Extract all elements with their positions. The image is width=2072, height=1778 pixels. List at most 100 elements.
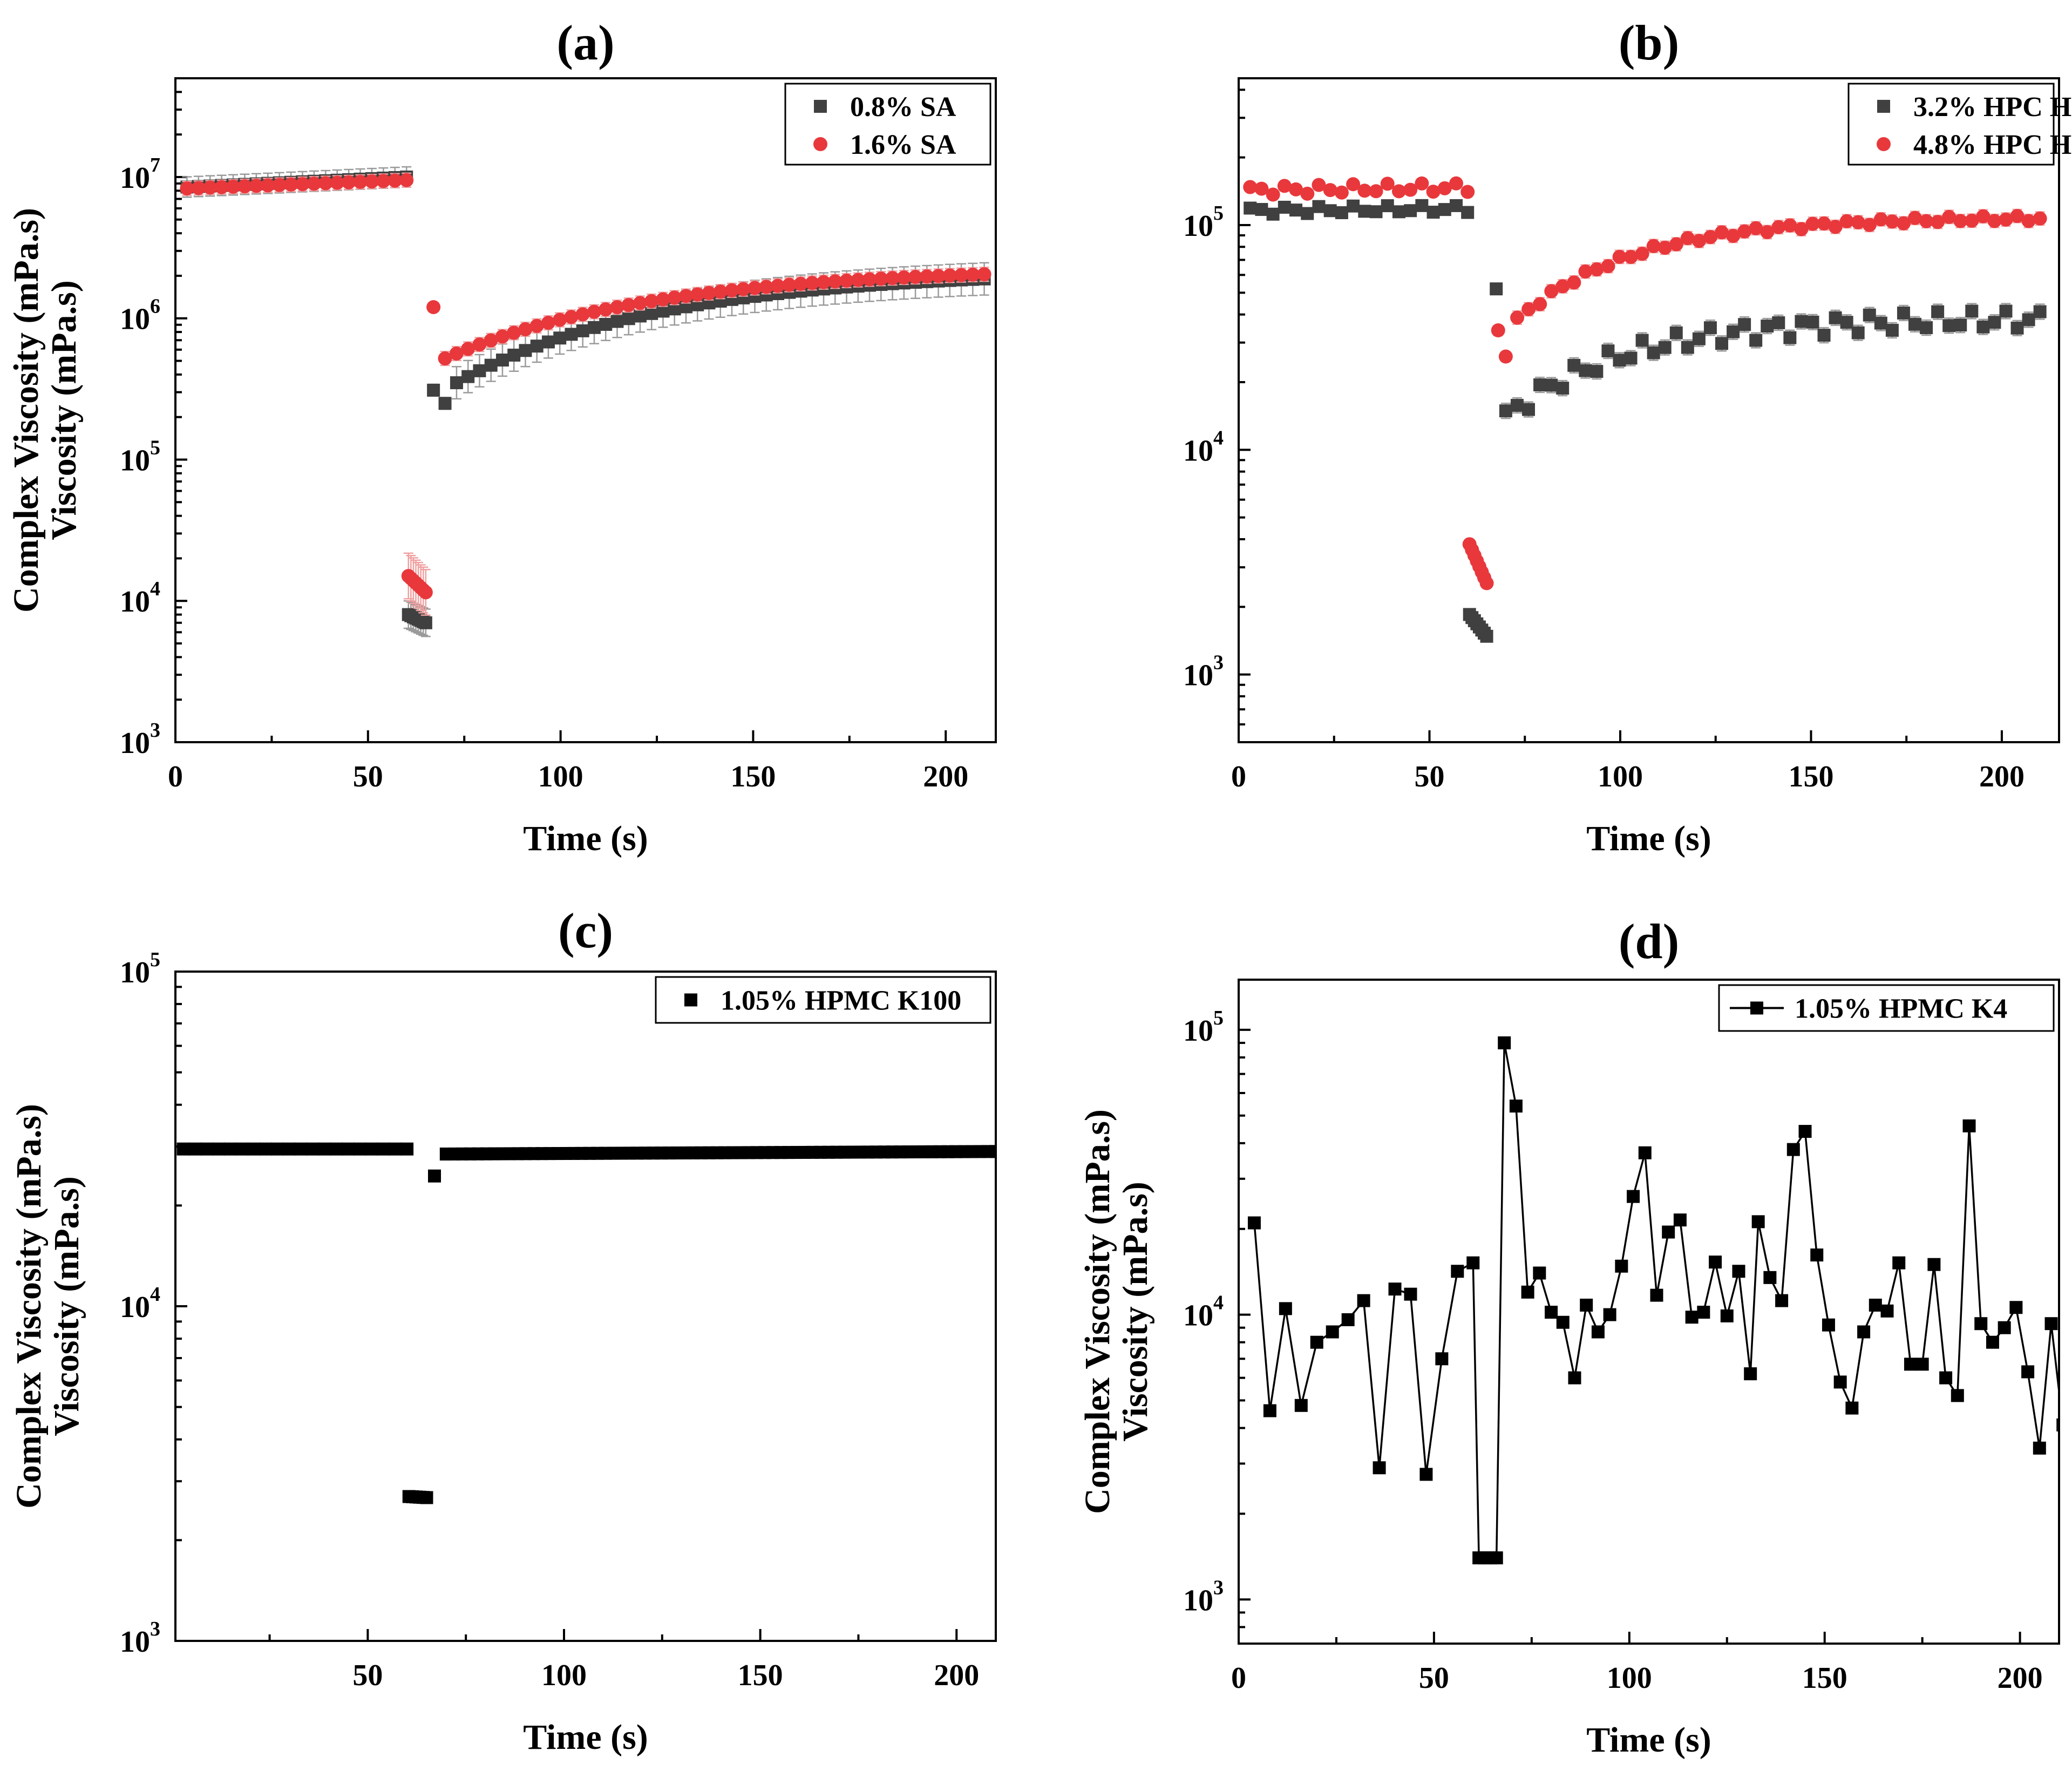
data-point [862, 272, 877, 287]
x-tick-label: 50 [353, 760, 383, 793]
data-point [1715, 225, 1729, 240]
data-point [284, 177, 298, 192]
y-tick-label: 106 [120, 295, 160, 336]
y-tick-base: 10 [1183, 1584, 1213, 1617]
data-point [1580, 1298, 1593, 1312]
data-point [1392, 205, 1405, 219]
series-0 [1244, 199, 2047, 643]
data-point [400, 1142, 414, 1156]
data-point [1555, 279, 1570, 294]
x-tick-label: 50 [1419, 1661, 1449, 1695]
data-point [353, 175, 368, 189]
data-point [1461, 206, 1475, 219]
data-point [1556, 382, 1570, 395]
data-point [223, 1142, 237, 1156]
data-point [1822, 1318, 1835, 1332]
data-point [365, 1142, 378, 1156]
data-point [1691, 234, 1706, 248]
data-point [576, 324, 589, 337]
data-point [1863, 308, 1876, 322]
data-point [377, 1142, 390, 1156]
data-point [1726, 229, 1741, 243]
data-point [259, 1142, 273, 1156]
data-point [376, 174, 391, 188]
data-point [1533, 1266, 1546, 1280]
data-point [342, 175, 356, 189]
data-point [1974, 1317, 1988, 1331]
data-point [1590, 365, 1604, 378]
y-tick-exponent: 5 [150, 436, 160, 459]
data-point [1391, 184, 1406, 199]
data-point [1669, 326, 1683, 340]
data-point [1312, 200, 1326, 213]
data-point [495, 354, 509, 367]
data-point [1323, 204, 1337, 218]
legend-box [784, 83, 991, 166]
data-point [1357, 184, 1372, 198]
data-point [942, 268, 957, 283]
data-point [644, 294, 659, 308]
data-point [1709, 1256, 1722, 1269]
data-point [342, 1142, 355, 1156]
data-point [1613, 354, 1626, 367]
x-tick-label: 100 [541, 1659, 587, 1692]
data-point [1404, 1287, 1417, 1301]
data-point [1346, 177, 1361, 192]
data-point [1491, 323, 1505, 338]
y-tick-base: 10 [120, 585, 150, 619]
data-point [1862, 218, 1877, 232]
x-tick-label: 100 [538, 760, 583, 793]
data-point [1810, 1248, 1824, 1262]
legend-label: 1.05% HPMC K100 [721, 986, 961, 1016]
data-point [420, 1491, 433, 1504]
y-tick-label: 103 [1183, 652, 1224, 693]
data-point [507, 325, 521, 340]
data-point [736, 282, 751, 296]
data-point [702, 286, 716, 300]
data-point [1939, 1371, 1953, 1385]
data-point [1680, 231, 1695, 246]
data-point [1334, 185, 1349, 200]
data-point [1806, 315, 1819, 329]
data-point [1749, 334, 1763, 347]
data-point [1438, 203, 1451, 216]
data-point [1266, 187, 1280, 202]
y-axis-title: Complex Viscosity (mPa.s) [1078, 1109, 1117, 1514]
data-point [828, 274, 843, 289]
data-point [438, 397, 452, 410]
data-point [1857, 1325, 1871, 1339]
y-tick-label: 104 [1183, 426, 1224, 467]
x-tick-label: 200 [1979, 760, 2025, 793]
y-tick-base: 10 [120, 956, 150, 989]
data-point [1301, 207, 1314, 220]
y-tick-exponent: 4 [1213, 1292, 1224, 1314]
data-point [1772, 316, 1785, 329]
y-tick-label: 104 [120, 578, 160, 619]
data-point [587, 321, 601, 334]
data-point [1783, 331, 1797, 344]
data-point [966, 267, 980, 282]
data-point [1556, 1315, 1570, 1329]
data-point [247, 1142, 261, 1156]
data-point [1601, 344, 1615, 358]
data-point [885, 271, 900, 286]
data-point [449, 346, 464, 361]
data-point [1533, 378, 1547, 391]
y-axis-subtitle: Viscosity (mPa.s) [44, 280, 84, 540]
data-point [1817, 216, 1831, 231]
y-tick-label: 105 [120, 948, 160, 989]
data-point [237, 179, 252, 194]
data-point [2021, 1365, 2035, 1379]
data-point [1931, 305, 1945, 318]
data-point [318, 176, 333, 191]
data-point [610, 315, 624, 328]
data-point [1999, 212, 2013, 227]
data-point [1999, 304, 2013, 318]
data-point [318, 1142, 331, 1156]
data-point [908, 270, 923, 284]
data-point [1919, 214, 1934, 228]
data-point [1289, 182, 1303, 196]
data-point [2010, 209, 2025, 223]
data-point [1892, 1256, 1906, 1270]
